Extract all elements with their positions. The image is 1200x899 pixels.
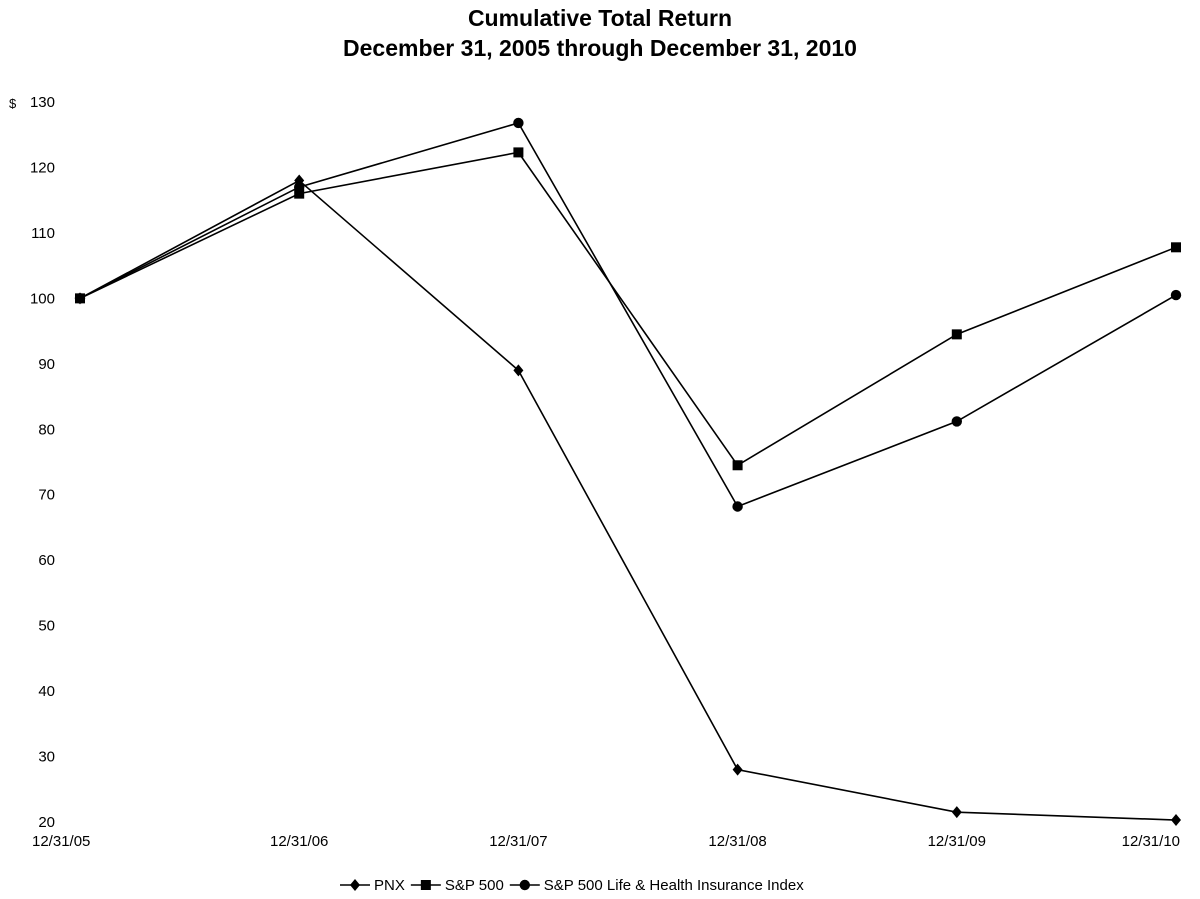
x-tick-label: 12/31/07 bbox=[489, 833, 547, 850]
legend-marker-square bbox=[420, 880, 431, 890]
plot-area bbox=[74, 117, 1182, 827]
data-point-circle bbox=[951, 416, 962, 427]
data-point-square bbox=[1171, 242, 1181, 253]
x-tick-label: 12/31/08 bbox=[708, 833, 766, 850]
legend-marker-diamond bbox=[350, 879, 360, 891]
data-point-circle bbox=[513, 117, 524, 129]
y-tick-label: 130 bbox=[30, 94, 55, 111]
y-tick-label: 110 bbox=[31, 225, 55, 242]
data-point-circle bbox=[1170, 289, 1182, 301]
data-point-square bbox=[951, 329, 962, 340]
data-point-diamond bbox=[951, 806, 962, 819]
legend-marker-circle bbox=[519, 879, 530, 891]
series-diamond bbox=[75, 174, 1181, 827]
data-point-diamond bbox=[1171, 814, 1181, 827]
data-point-diamond bbox=[513, 364, 524, 377]
y-tick-label: 50 bbox=[38, 618, 55, 635]
legend-label: S&P 500 Life & Health Insurance Index bbox=[544, 877, 804, 894]
y-tick-label: 120 bbox=[30, 159, 55, 176]
legend-label: S&P 500 bbox=[445, 877, 504, 894]
series-line bbox=[79, 151, 1177, 467]
x-axis: 12/31/05 12/31/06 12/31/07 12/31/08 12/31/09… bbox=[32, 833, 1180, 850]
legend: PNX S&P 500 S&P 500 Life & Health Insuranc… bbox=[340, 877, 804, 894]
y-axis-currency-symbol: $ bbox=[9, 96, 17, 111]
chart-subtitle: December 31, 2005 through December 31, 2… bbox=[343, 35, 857, 61]
x-tick-label: 12/31/06 bbox=[270, 833, 328, 850]
x-tick-label: 12/31/05 bbox=[32, 833, 90, 850]
y-tick-label: 30 bbox=[38, 749, 55, 766]
data-point-circle bbox=[74, 293, 86, 304]
data-point-circle bbox=[294, 181, 305, 193]
y-tick-label: 90 bbox=[38, 356, 55, 373]
y-tick-label: 100 bbox=[30, 290, 55, 307]
y-tick-label: 70 bbox=[38, 487, 55, 504]
y-tick-label: 20 bbox=[38, 814, 55, 831]
data-point-circle bbox=[732, 501, 743, 512]
chart-title: Cumulative Total Return bbox=[467, 5, 733, 31]
y-tick-label: 60 bbox=[38, 552, 55, 569]
y-tick-label: 80 bbox=[38, 421, 55, 438]
y-tick-label: 40 bbox=[38, 683, 55, 700]
x-tick-label: 12/31/09 bbox=[928, 833, 986, 850]
series-line bbox=[79, 179, 1177, 821]
data-point-square bbox=[513, 147, 524, 158]
series-square bbox=[75, 147, 1181, 471]
legend-label: PNX bbox=[374, 877, 405, 894]
y-axis: 20 30 40 50 60 70 80 90 100 110 120 130 bbox=[30, 94, 55, 831]
data-point-square bbox=[294, 188, 305, 199]
series-circle bbox=[74, 117, 1182, 512]
data-point-square bbox=[732, 460, 743, 471]
x-tick-label: 12/31/10 bbox=[1122, 833, 1180, 850]
series-line bbox=[79, 122, 1177, 508]
data-point-diamond bbox=[732, 763, 743, 776]
